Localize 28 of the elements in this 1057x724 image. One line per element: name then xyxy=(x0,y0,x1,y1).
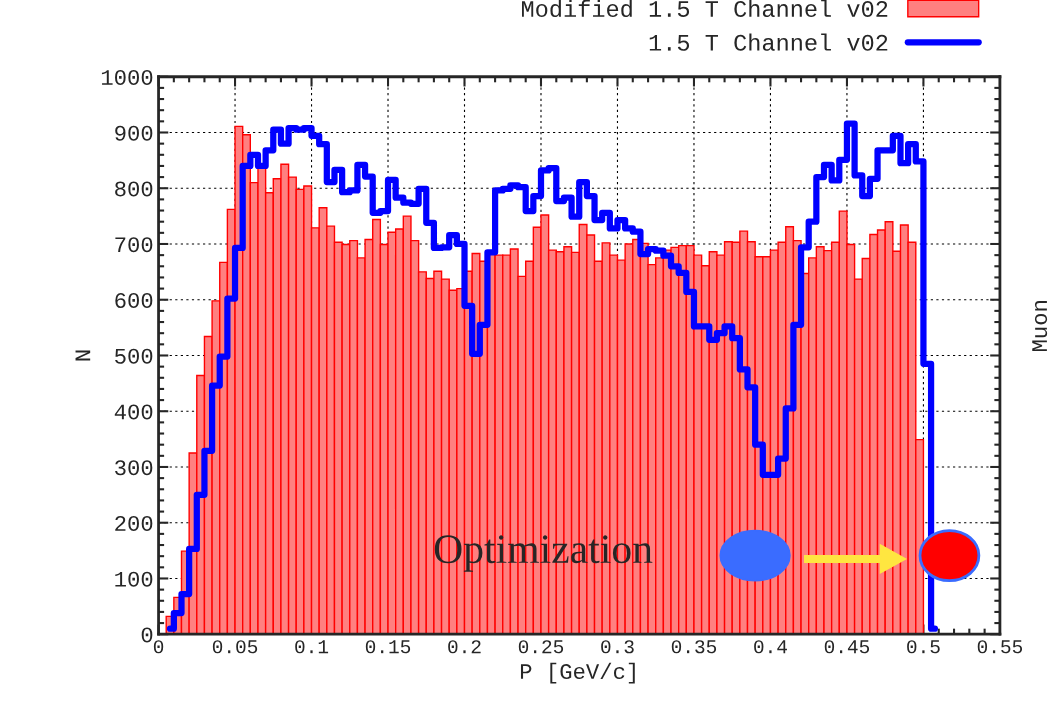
x-tick-label: 0.3 xyxy=(601,640,634,654)
x-tick-label: 0.1 xyxy=(295,640,329,654)
x-tick-label: 0.2 xyxy=(448,640,481,654)
x-tick-label: 0.5 xyxy=(907,640,940,654)
y-tick-label: 700 xyxy=(115,237,153,253)
text: Muon xyxy=(1032,301,1048,352)
legend-label: Modified 1.5 T Channel v02 xyxy=(522,0,888,18)
y-tick-label: 600 xyxy=(115,292,153,309)
x-tick-label: 0.55 xyxy=(977,640,1023,654)
y-axis-title: N xyxy=(75,350,91,361)
x-tick-label: 0.4 xyxy=(754,640,787,654)
y-tick-label: 100 xyxy=(115,571,153,587)
y-tick-label: 400 xyxy=(114,404,153,420)
y-tick-label: 300 xyxy=(115,460,153,476)
y-tick-label: 900 xyxy=(115,125,153,141)
x-tick-label: 0.35 xyxy=(671,640,717,654)
x-axis-title: P [GeV/c] xyxy=(520,662,635,684)
y-tick-label: 500 xyxy=(115,348,153,364)
x-tick-label: 0 xyxy=(153,640,164,654)
y-tick-label: 200 xyxy=(115,515,153,531)
y-tick-label: 1000 xyxy=(101,69,153,86)
y-tick-label: 0 xyxy=(141,627,153,643)
x-tick-label: 0.45 xyxy=(824,640,870,654)
x-tick-label: 0.15 xyxy=(365,640,411,654)
x-tick-label: 0.25 xyxy=(518,640,564,654)
legend-label: 1.5 T Channel v02 xyxy=(649,33,888,51)
x-tick-label: 0.05 xyxy=(212,640,258,654)
y-tick-label: 800 xyxy=(115,181,153,197)
